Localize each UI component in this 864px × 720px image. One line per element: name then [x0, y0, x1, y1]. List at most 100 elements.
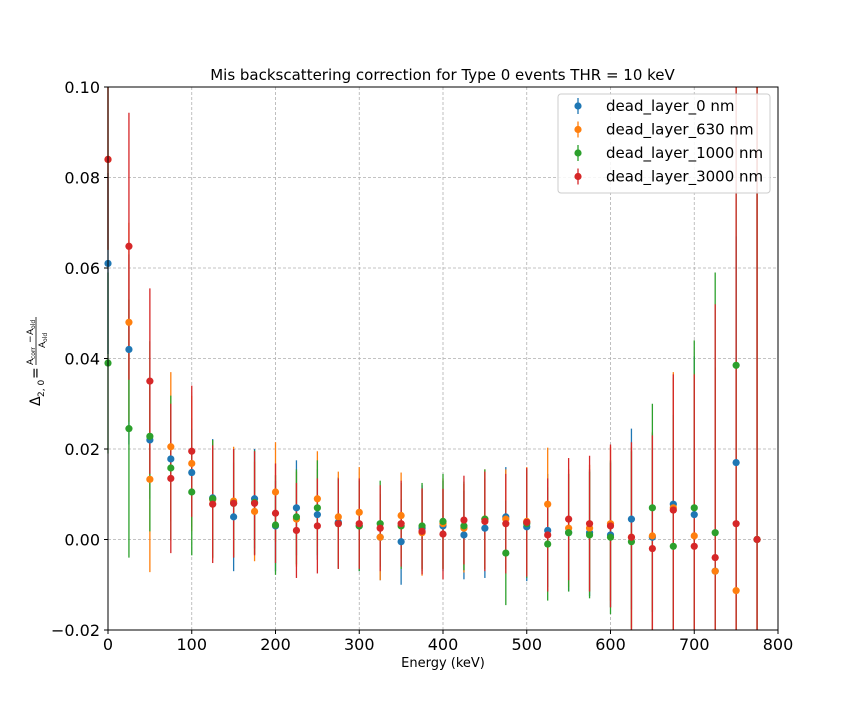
y-label-num-minus: −: [26, 335, 36, 343]
data-point-s3: [460, 516, 468, 524]
legend-label: dead_layer_3000 nm: [606, 168, 763, 187]
y-label-den-sub: old: [42, 333, 49, 342]
x-tick-label: 200: [260, 635, 291, 654]
data-point-s0: [481, 524, 489, 532]
legend-marker: [574, 125, 582, 134]
data-point-s1: [167, 443, 175, 451]
data-point-s3: [209, 500, 217, 508]
y-label-delta-sub: 2, 0: [37, 380, 47, 397]
data-point-s3: [669, 506, 677, 514]
data-point-s2: [292, 513, 301, 521]
data-point-s3: [146, 377, 154, 385]
y-label-num-a1: A: [26, 358, 36, 365]
data-point-s3: [355, 520, 363, 528]
data-point-s0: [460, 531, 468, 539]
data-point-s3: [544, 531, 552, 539]
y-tick-label: 0.00: [64, 531, 100, 550]
y-label-equals: =: [28, 367, 44, 379]
data-point-s3: [523, 518, 531, 526]
x-tick-label: 500: [511, 635, 542, 654]
y-label-num-sub1: corr: [30, 347, 37, 359]
data-point-s2: [439, 517, 447, 526]
data-point-s2: [585, 531, 594, 539]
data-point-s3: [334, 520, 342, 528]
y-tick-label: 0.10: [64, 78, 100, 97]
data-point-s2: [732, 361, 740, 369]
data-point-s0: [690, 511, 698, 519]
data-point-s3: [627, 533, 636, 541]
x-axis-label: Energy (keV): [401, 656, 485, 671]
x-axis: 0 100 200 300 400 500 600 700 800: [103, 630, 793, 654]
y-axis: −0.02 0.00 0.02 0.04 0.06 0.08 0.10: [51, 78, 108, 640]
data-point-s2: [167, 464, 175, 472]
data-point-s2: [544, 540, 552, 548]
data-point-s2: [648, 504, 656, 512]
data-point-s0: [167, 455, 175, 463]
data-point-s0: [292, 504, 301, 512]
data-point-s3: [167, 474, 175, 483]
legend: dead_layer_0 nm dead_layer_630 nm dead_lay…: [557, 93, 771, 194]
data-point-s1: [397, 511, 405, 520]
data-point-s1: [648, 532, 656, 540]
data-points: [104, 155, 761, 595]
data-point-s3: [313, 522, 321, 530]
data-point-s2: [690, 504, 698, 512]
data-point-s3: [648, 544, 656, 553]
data-point-s3: [565, 515, 573, 523]
data-point-s3: [125, 242, 133, 250]
data-point-s1: [271, 488, 280, 496]
data-point-s1: [355, 508, 363, 516]
data-point-s1: [188, 459, 196, 468]
legend-label: dead_layer_0 nm: [606, 97, 735, 116]
data-point-s1: [146, 475, 154, 483]
data-point-s0: [125, 345, 133, 354]
data-point-s0: [732, 458, 740, 467]
data-point-s0: [230, 513, 238, 521]
x-tick-label: 0: [103, 635, 113, 654]
data-point-s3: [481, 517, 489, 526]
data-point-s3: [585, 520, 594, 528]
data-point-s1: [125, 318, 133, 326]
data-point-s3: [250, 499, 259, 507]
y-tick-label: 0.02: [64, 440, 100, 459]
x-tick-label: 600: [595, 635, 626, 654]
data-point-s3: [753, 535, 761, 544]
data-point-s2: [188, 488, 196, 496]
data-point-s2: [125, 425, 133, 433]
data-point-s1: [711, 567, 719, 575]
x-tick-label: 300: [344, 635, 375, 654]
data-point-s3: [397, 520, 405, 528]
data-point-s0: [397, 538, 405, 546]
y-label-delta: Δ: [28, 396, 44, 406]
data-point-s2: [565, 529, 573, 537]
data-point-s3: [188, 447, 196, 455]
legend-marker: [574, 149, 582, 157]
data-point-s1: [250, 507, 259, 516]
y-tick-label: 0.04: [64, 350, 100, 369]
data-point-s0: [313, 511, 321, 519]
data-point-s2: [146, 432, 154, 440]
data-point-s2: [460, 522, 468, 530]
data-point-s3: [230, 499, 238, 507]
data-point-s3: [732, 520, 740, 528]
y-tick-label: 0.08: [64, 169, 100, 188]
data-point-s3: [502, 520, 510, 528]
data-point-s0: [627, 515, 636, 523]
legend-marker: [574, 172, 582, 181]
data-point-s3: [711, 554, 719, 562]
data-point-s2: [209, 495, 217, 503]
data-point-s2: [313, 504, 321, 512]
data-point-s3: [439, 530, 447, 538]
data-point-s3: [376, 524, 384, 532]
data-point-s2: [271, 521, 280, 529]
data-point-s3: [690, 542, 698, 550]
data-point-s1: [376, 533, 384, 541]
y-label-num-sub2: old: [30, 320, 37, 329]
data-point-s2: [418, 522, 426, 530]
data-point-s1: [544, 500, 552, 508]
data-point-s3: [271, 509, 280, 517]
data-point-s3: [292, 526, 301, 535]
data-point-s3: [418, 527, 426, 535]
y-axis-label: Δ 2, 0 = A corr − A old A old: [26, 317, 49, 406]
